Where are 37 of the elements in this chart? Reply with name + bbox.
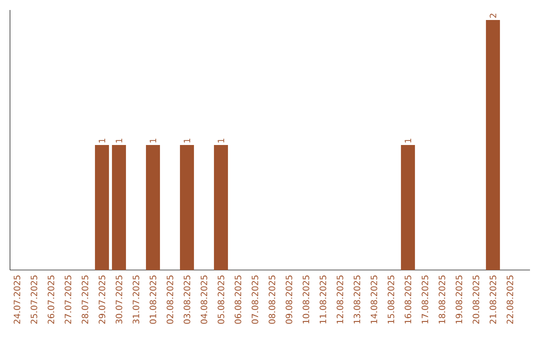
- x-tick-label: 14.08.2025: [370, 275, 378, 324]
- x-tick-label: 26.07.2025: [48, 275, 54, 324]
- x-tick-label: 31.07.2025: [132, 275, 140, 324]
- x-tick-label: 29.07.2025: [98, 275, 106, 324]
- x-tick-label: 24.07.2025: [14, 275, 20, 324]
- x-tick-label: 16.08.2025: [404, 275, 412, 324]
- x-tick-label: 17.08.2025: [422, 275, 428, 324]
- x-tick-label: 04.08.2025: [200, 275, 208, 324]
- x-tick-label: 07.08.2025: [252, 275, 258, 324]
- data-label: 1: [150, 138, 156, 142]
- data-label: 1: [404, 138, 412, 142]
- x-tick-label: 09.08.2025: [286, 275, 292, 324]
- x-tick-label: 27.07.2025: [64, 275, 72, 324]
- x-tick-label: 05.08.2025: [218, 275, 224, 324]
- x-tick-label: 28.07.2025: [82, 275, 88, 324]
- x-tick-label: 06.08.2025: [234, 275, 242, 324]
- data-label: 1: [116, 138, 122, 142]
- x-tick-label: 20.08.2025: [472, 275, 480, 324]
- x-tick-label: 25.07.2025: [30, 275, 38, 324]
- x-tick-label: 22.08.2025: [506, 275, 514, 324]
- x-tick-label: 30.07.2025: [116, 275, 122, 324]
- x-tick-label: 18.08.2025: [438, 275, 446, 324]
- x-tick-label: 15.08.2025: [388, 275, 394, 324]
- x-tick-label: 19.08.2025: [456, 275, 462, 324]
- data-label: 1: [184, 138, 190, 142]
- data-label: 2: [490, 14, 496, 18]
- x-tick-label: 01.08.2025: [150, 275, 156, 324]
- x-tick-label: 13.08.2025: [354, 275, 360, 324]
- x-tick-label: 08.08.2025: [268, 275, 276, 324]
- x-tick-label: 02.08.2025: [166, 275, 174, 324]
- data-label: 1: [98, 138, 106, 142]
- x-tick-label: 10.08.2025: [302, 275, 310, 324]
- x-tick-label: 21.08.2025: [490, 275, 496, 324]
- data-label: 1: [218, 138, 224, 142]
- x-tick-label: 12.08.2025: [336, 275, 344, 324]
- x-tick-label: 11.08.2025: [320, 275, 326, 324]
- x-tick-label: 03.08.2025: [184, 275, 190, 324]
